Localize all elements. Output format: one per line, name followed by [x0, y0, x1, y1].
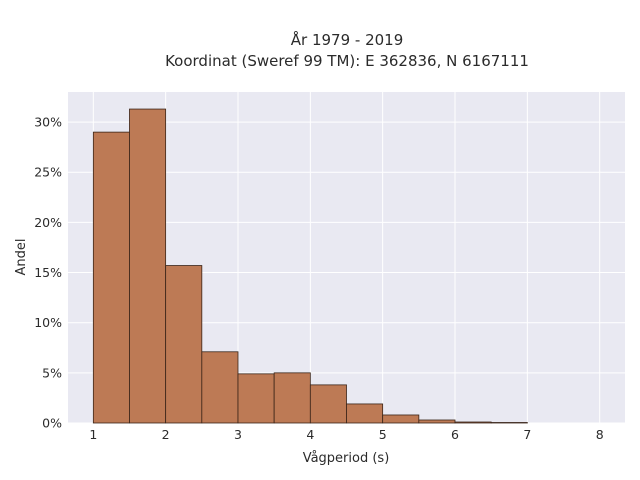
- y-tick-label: 30%: [34, 115, 62, 130]
- x-tick-label: 2: [162, 427, 170, 442]
- histogram-bar: [382, 414, 420, 424]
- histogram-bar: [129, 108, 167, 424]
- x-tick-label: 8: [596, 427, 604, 442]
- chart-subtitle: Koordinat (Sweref 99 TM): E 362836, N 61…: [165, 52, 529, 70]
- histogram-bar: [273, 372, 311, 424]
- x-tick-label: 7: [523, 427, 531, 442]
- x-tick-label: 6: [451, 427, 459, 442]
- histogram-bar: [165, 265, 203, 424]
- chart-title: År 1979 - 2019: [291, 30, 404, 49]
- x-tick-label: 1: [89, 427, 97, 442]
- histogram-bar: [418, 419, 456, 424]
- y-tick-label: 20%: [34, 215, 62, 230]
- y-tick-label: 0%: [42, 416, 62, 431]
- x-axis-ticks: 1 2 3 4 5 6 7 8: [89, 427, 603, 442]
- histogram-bar: [237, 373, 275, 424]
- x-tick-label: 4: [306, 427, 314, 442]
- y-tick-label: 25%: [34, 165, 62, 180]
- y-axis-label: Andel: [14, 239, 29, 276]
- x-axis-label: Vågperiod (s): [303, 451, 390, 466]
- histogram-bar: [201, 351, 239, 424]
- y-tick-label: 15%: [34, 265, 62, 280]
- y-tick-label: 10%: [34, 315, 62, 330]
- x-tick-label: 5: [379, 427, 387, 442]
- x-tick-label: 3: [234, 427, 242, 442]
- histogram-bar: [454, 421, 492, 424]
- histogram-bar: [346, 403, 384, 424]
- bars: [92, 108, 528, 424]
- y-axis-ticks: 0% 5% 10% 15% 20% 25% 30%: [34, 115, 62, 431]
- histogram-bar: [490, 422, 528, 424]
- histogram-bar: [309, 384, 347, 424]
- y-tick-label: 5%: [42, 365, 62, 380]
- histogram-bar: [92, 131, 130, 424]
